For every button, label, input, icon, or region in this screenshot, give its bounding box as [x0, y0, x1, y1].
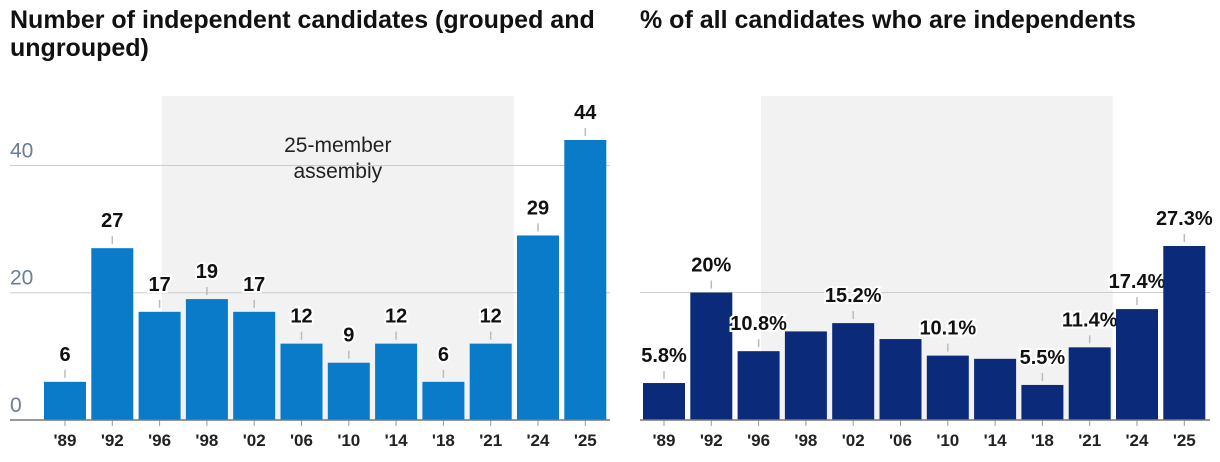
value-label-0-0: 6 [59, 344, 70, 366]
value-label-0-7: 12 [385, 306, 407, 328]
x-tick-label: '25 [574, 431, 597, 450]
x-tick-label: '14 [385, 431, 408, 450]
value-label-0-4: 17 [243, 274, 265, 296]
x-tick-label: '89 [653, 431, 676, 450]
value-label-1-10: 17.4% [1109, 271, 1166, 293]
x-tick-label: '24 [1126, 431, 1149, 450]
bar-0-7 [375, 343, 418, 420]
bar-1-9 [1068, 347, 1111, 420]
x-tick-label: '21 [1078, 431, 1101, 450]
bar-1-4 [832, 323, 875, 420]
right-chart-title: % of all candidates who are independents [640, 6, 1136, 34]
x-tick-label: '92 [101, 431, 124, 450]
value-label-1-4: 15.2% [825, 285, 882, 307]
bar-1-2 [737, 351, 780, 420]
x-tick-label: '96 [148, 431, 171, 450]
y-tick-label: 20 [10, 267, 33, 290]
bar-0-3 [185, 299, 228, 420]
bar-1-0 [643, 383, 685, 420]
value-label-1-6: 10.1% [919, 318, 976, 340]
bar-1-10 [1116, 309, 1158, 420]
bar-0-5 [280, 343, 323, 420]
value-label-0-11: 44 [574, 102, 597, 124]
bar-1-8 [1021, 384, 1064, 420]
value-label-1-11: 27.3% [1156, 208, 1213, 230]
x-tick-label: '02 [243, 431, 266, 450]
x-tick-label: '98 [794, 431, 817, 450]
bar-1-3 [784, 331, 827, 420]
x-tick-label: '24 [527, 431, 550, 450]
bar-0-4 [233, 311, 276, 420]
y-tick-label: 0 [10, 394, 22, 417]
x-tick-label: '18 [432, 431, 455, 450]
x-tick-label: '89 [54, 431, 77, 450]
x-tick-label: '92 [700, 431, 723, 450]
value-label-1-8: 5.5% [1020, 347, 1066, 369]
value-label-1-1: 20% [691, 255, 731, 277]
bar-0-6 [327, 362, 370, 420]
value-label-0-6: 9 [343, 325, 354, 347]
x-tick-label: '10 [936, 431, 959, 450]
x-tick-label: '96 [747, 431, 770, 450]
bar-0-9 [469, 343, 512, 420]
bar-0-11 [564, 140, 607, 420]
value-label-0-10: 29 [527, 197, 549, 219]
value-label-1-9: 11.4% [1062, 309, 1118, 331]
value-label-0-8: 6 [438, 344, 449, 366]
x-tick-label: '02 [842, 431, 865, 450]
bar-1-11 [1163, 246, 1206, 420]
value-label-1-2: 10.8% [730, 313, 787, 335]
bar-1-1 [690, 292, 733, 420]
bar-0-2 [138, 311, 181, 420]
x-tick-label: '06 [290, 431, 313, 450]
x-tick-label: '10 [337, 431, 360, 450]
shaded-label-line: assembly [293, 160, 382, 183]
bar-0-10 [517, 235, 559, 420]
y-tick-label: 40 [10, 139, 33, 162]
bar-1-5 [879, 339, 922, 420]
bar-0-8 [422, 381, 465, 420]
x-tick-label: '18 [1031, 431, 1054, 450]
x-tick-label: '25 [1173, 431, 1196, 450]
bar-0-1 [91, 248, 134, 420]
value-label-0-3: 19 [196, 261, 218, 283]
bar-0-0 [44, 381, 86, 420]
value-label-0-2: 17 [148, 274, 170, 296]
value-label-1-0: 5.8% [641, 345, 687, 367]
value-label-0-9: 12 [480, 306, 502, 328]
x-tick-label: '06 [889, 431, 912, 450]
x-tick-label: '21 [479, 431, 502, 450]
value-label-0-1: 27 [101, 210, 123, 232]
x-tick-label: '98 [195, 431, 218, 450]
bar-1-6 [926, 355, 969, 420]
shaded-label-line: 25-member [284, 134, 391, 157]
value-label-0-5: 12 [290, 306, 312, 328]
left-chart-title: Number of independent candidates (groupe… [10, 6, 595, 62]
bar-1-7 [974, 358, 1017, 420]
x-tick-label: '14 [984, 431, 1007, 450]
